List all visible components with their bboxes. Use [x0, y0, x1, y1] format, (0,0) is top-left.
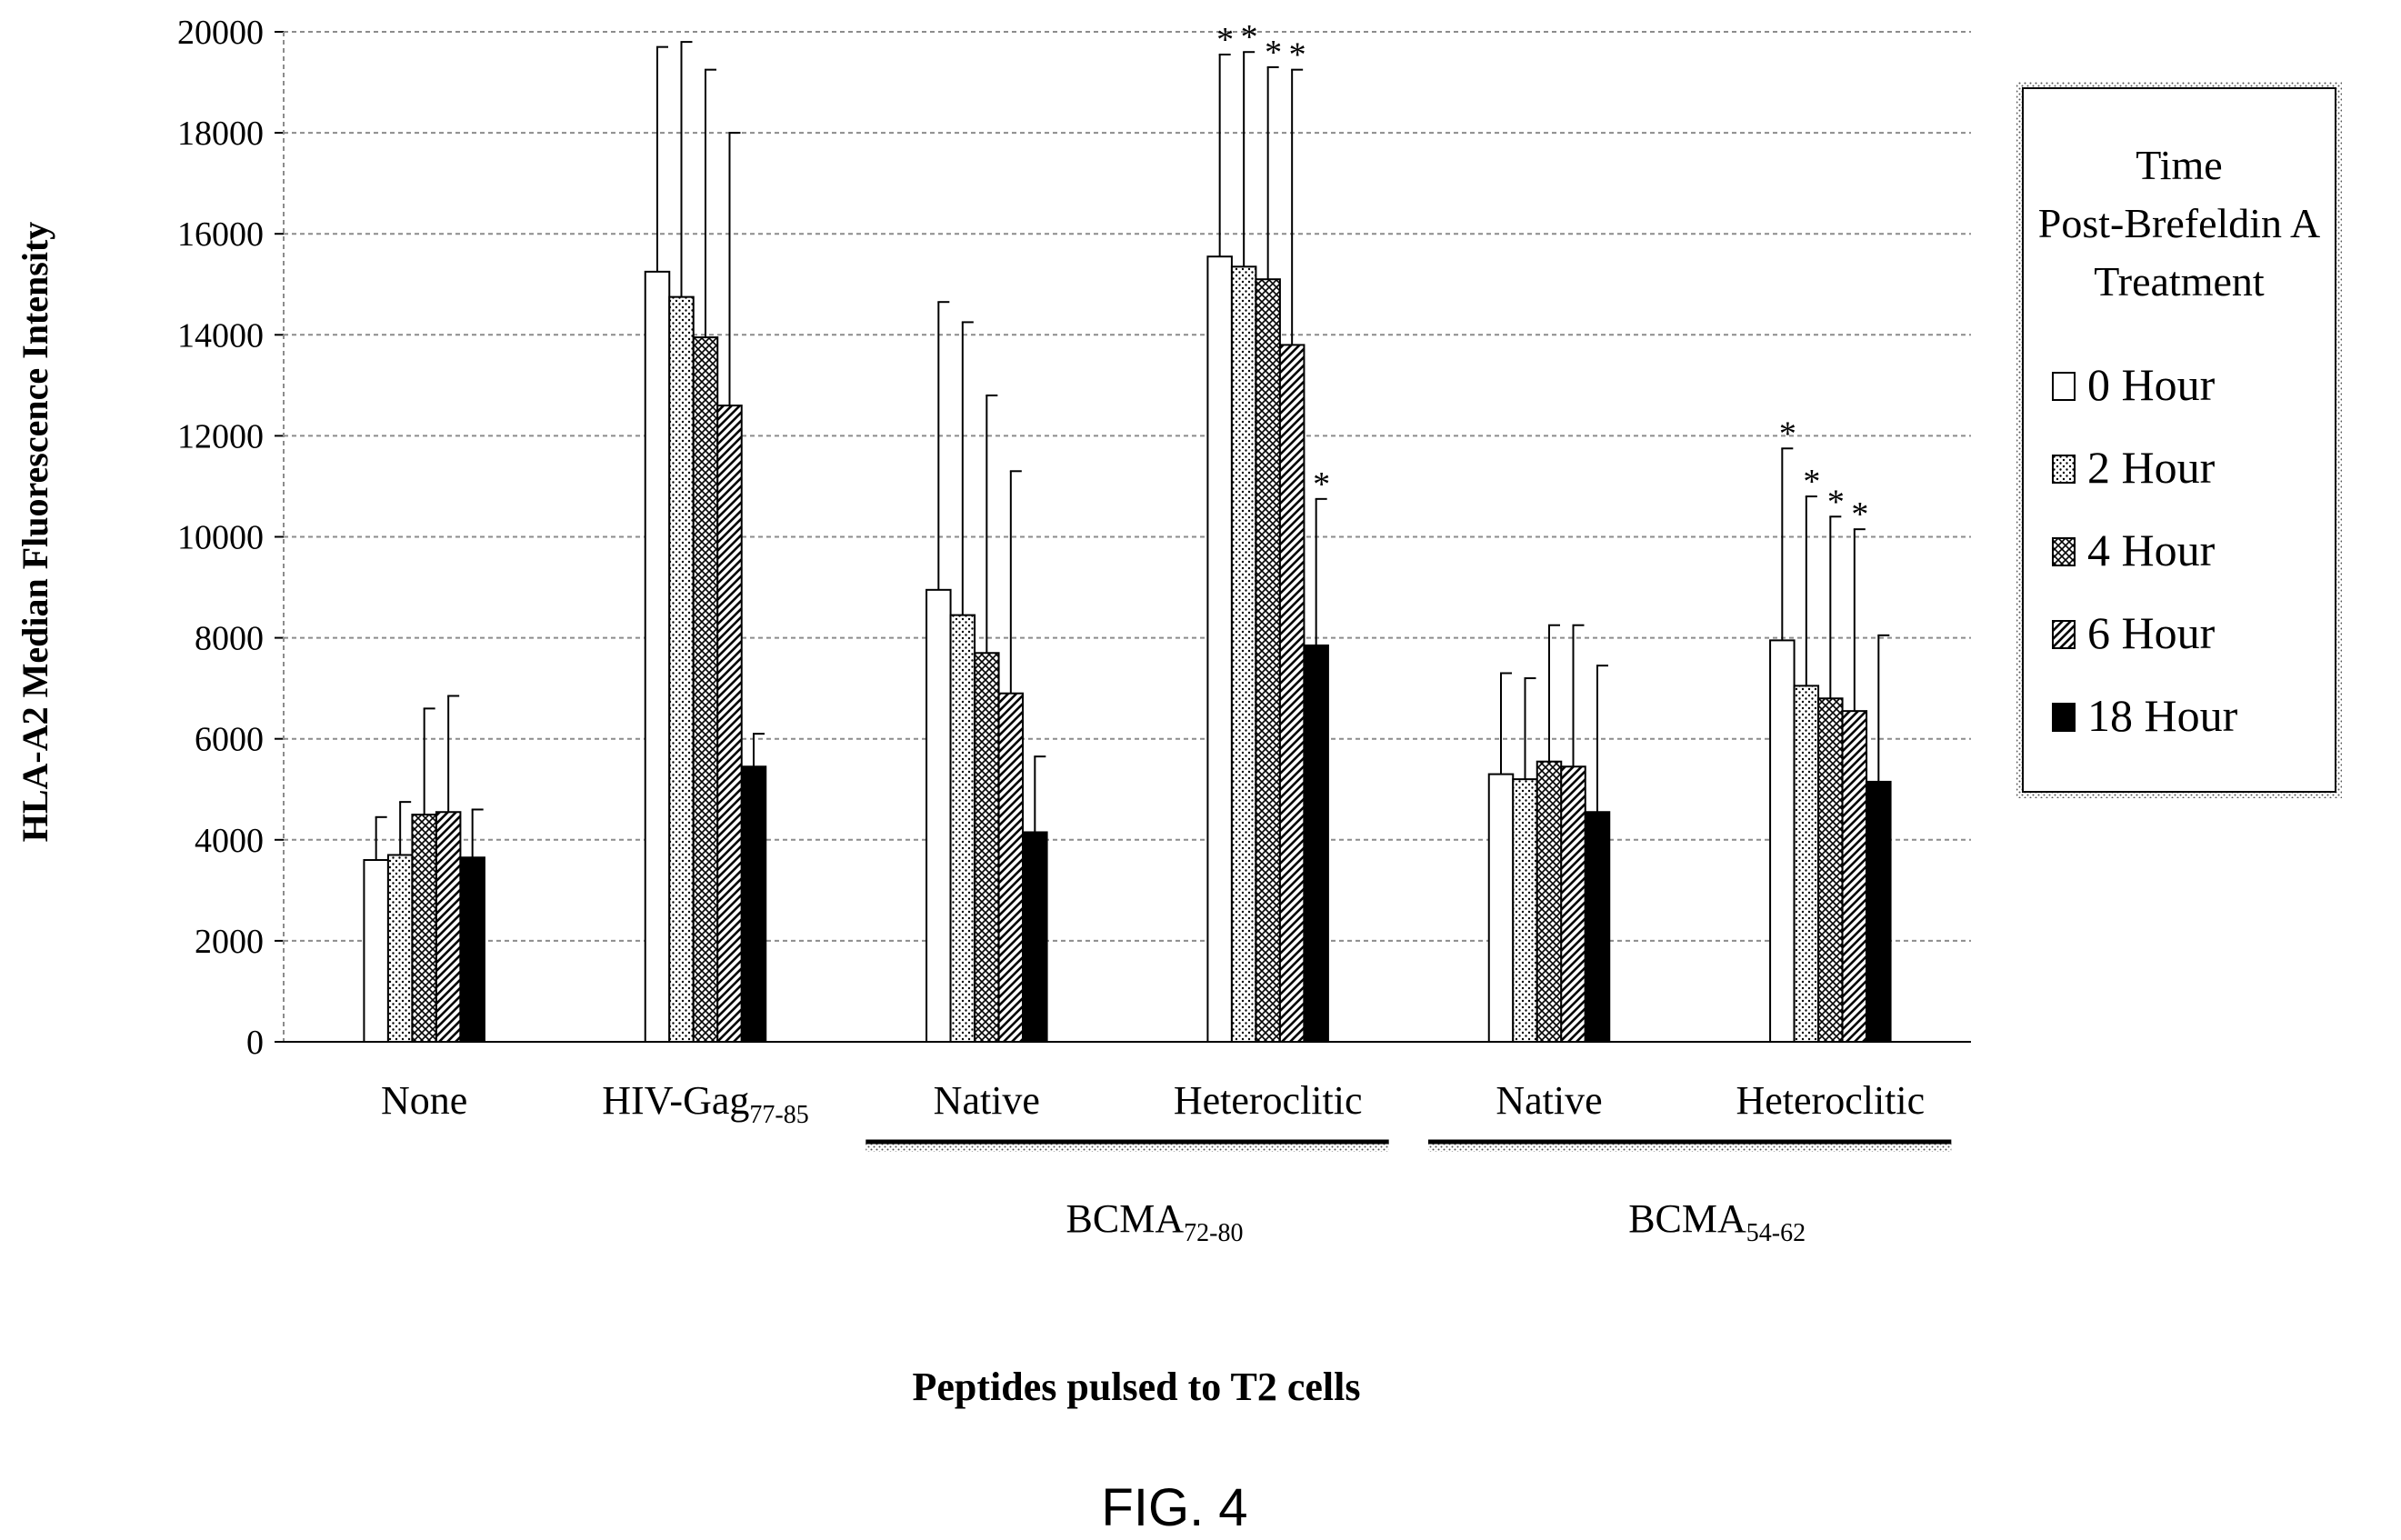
- bar-dots: [1512, 778, 1538, 1043]
- category-label-main: HIV-Gag: [602, 1078, 749, 1123]
- legend-title-line: Treatment: [2094, 258, 2265, 305]
- legend-title-line: Time: [2136, 142, 2222, 188]
- y-tick-label: 8000: [195, 620, 264, 658]
- category-label: Native: [934, 1078, 1040, 1123]
- y-tick-label: 18000: [177, 115, 264, 153]
- bar-diagonal: [716, 405, 743, 1043]
- significance-star: *: [1265, 34, 1282, 72]
- bar-white: [644, 270, 671, 1043]
- category-label-main: Heteroclitic: [1736, 1078, 1925, 1123]
- category-label-subscript: 77-85: [749, 1101, 808, 1129]
- bar-white: [1487, 773, 1515, 1044]
- category-label: Heteroclitic: [1736, 1078, 1925, 1123]
- group-label: BCMA72-80: [1066, 1196, 1244, 1247]
- y-tick-label: 14000: [177, 316, 264, 355]
- bar-diagonal: [997, 692, 1025, 1044]
- legend: Time Post-Brefeldin A Treatment 0 Hour 2 Hou…: [2016, 82, 2342, 798]
- legend-entry-label: 6 Hour: [2087, 607, 2216, 658]
- bar-diagonal: [435, 811, 462, 1043]
- bar-crosshatch: [411, 814, 437, 1044]
- y-tick-label: 6000: [195, 721, 264, 759]
- bar-diagonal: [1841, 710, 1868, 1044]
- significance-star: *: [1241, 18, 1258, 56]
- group-label-main: BCMA: [1628, 1196, 1746, 1241]
- group-label: BCMA54-62: [1628, 1196, 1806, 1247]
- group-bracket-shadow: [865, 1143, 1389, 1152]
- legend-swatch-diagonal: [2052, 620, 2076, 649]
- bar-black: [1584, 811, 1611, 1043]
- y-tick-label: 20000: [177, 14, 264, 52]
- category-label: HIV-Gag77-85: [602, 1078, 808, 1129]
- category-label: Heteroclitic: [1174, 1078, 1363, 1123]
- significance-star: *: [1216, 21, 1234, 59]
- bar-crosshatch: [1536, 760, 1563, 1043]
- bar-white: [1769, 639, 1796, 1043]
- legend-swatch-white: [2052, 372, 2076, 401]
- legend-box: [2022, 87, 2336, 793]
- bar-dots: [949, 614, 976, 1043]
- bar-black: [1303, 644, 1329, 1043]
- bar-dots: [1230, 265, 1257, 1043]
- bar-diagonal: [1278, 344, 1306, 1044]
- category-label-main: None: [381, 1078, 467, 1123]
- gridlines: [284, 31, 1971, 942]
- bar-white: [925, 588, 952, 1043]
- x-axis-label: Peptides pulsed to T2 cells: [912, 1365, 1360, 1409]
- category-label: None: [381, 1078, 467, 1123]
- significance-star: *: [1851, 495, 1868, 534]
- legend-entry-label: 4 Hour: [2087, 525, 2216, 575]
- category-label-main: Native: [1496, 1078, 1602, 1123]
- bar-black: [459, 856, 485, 1043]
- significance-star: *: [1779, 415, 1796, 453]
- category-label: Native: [1496, 1078, 1602, 1123]
- y-tick-label: 12000: [177, 417, 264, 455]
- y-tick-label: 16000: [177, 215, 264, 254]
- bar-crosshatch: [1817, 697, 1844, 1043]
- bar-crosshatch: [1255, 278, 1281, 1043]
- significance-star: *: [1827, 483, 1845, 521]
- y-axis: 0 2000 4000 6000 8000 10000 12000 14000 16000 180…: [177, 14, 285, 1062]
- legend-swatch-dots: [2052, 455, 2076, 484]
- significance-star: *: [1313, 465, 1330, 504]
- legend-entry-label: 0 Hour: [2087, 359, 2216, 410]
- bars-layer: * * * ***** *: [363, 18, 1892, 1044]
- legend-title-line: Post-Brefeldin A: [2038, 200, 2320, 246]
- legend-swatch-black: [2052, 703, 2076, 732]
- y-tick-label: 10000: [177, 519, 264, 557]
- y-axis-label: HLA-A2 Median Fluorescence Intensity: [15, 222, 55, 843]
- bar-diagonal: [1560, 765, 1586, 1043]
- group-label-subscript: 54-62: [1746, 1219, 1806, 1247]
- bar-black: [1866, 780, 1892, 1043]
- legend-entry-label: 18 Hour: [2087, 690, 2238, 741]
- y-tick-label: 0: [246, 1024, 264, 1062]
- x-axis: None HIV-Gag77-85 Native Heteroclitic Native…: [275, 1041, 1971, 1247]
- bar-crosshatch: [974, 652, 1000, 1043]
- legend-swatch-crosshatch: [2052, 537, 2076, 566]
- significance-star: *: [1803, 463, 1820, 501]
- legend-entry-label: 2 Hour: [2087, 442, 2216, 493]
- bar-dots: [1793, 685, 1820, 1043]
- bar-black: [1022, 831, 1048, 1044]
- bar-crosshatch: [692, 336, 719, 1043]
- figure-label: FIG. 4: [1101, 1478, 1247, 1537]
- category-label-main: Heteroclitic: [1174, 1078, 1363, 1123]
- group-bracket-shadow: [1427, 1143, 1952, 1152]
- bar-dots: [386, 854, 414, 1044]
- y-tick-label: 4000: [195, 822, 264, 860]
- category-label-main: Native: [934, 1078, 1040, 1123]
- bar-white: [1206, 255, 1233, 1043]
- bar-dots: [668, 295, 695, 1043]
- group-label-subscript: 72-80: [1184, 1219, 1243, 1247]
- group-label-main: BCMA: [1066, 1196, 1185, 1241]
- bar-white: [363, 859, 389, 1044]
- bar-black: [740, 765, 767, 1043]
- y-tick-label: 2000: [195, 923, 264, 961]
- significance-star: *: [1289, 36, 1306, 75]
